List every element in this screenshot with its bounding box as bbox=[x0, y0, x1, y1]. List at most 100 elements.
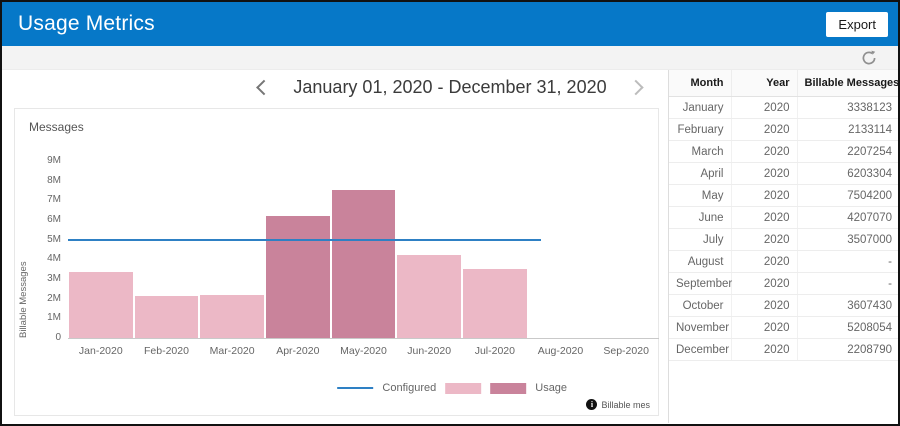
page-title: Usage Metrics bbox=[18, 12, 155, 35]
info-icon: i bbox=[586, 399, 598, 410]
x-tick-label: Feb-2020 bbox=[144, 345, 189, 357]
billable-messages-table-section: Month Year Billable Messages January 2020 33… bbox=[668, 70, 898, 423]
chevron-right-icon[interactable] bbox=[628, 79, 644, 96]
column-header: Year bbox=[731, 70, 798, 97]
y-tick-label: 3M bbox=[47, 273, 61, 284]
table-cell: 2020 bbox=[731, 316, 798, 339]
y-tick-label: 2M bbox=[47, 292, 61, 304]
chart-section: January 01, 2020 - December 31, 2020 Mes… bbox=[2, 70, 668, 423]
table-cell: March bbox=[669, 140, 732, 163]
table-row: November 2020 5208054 bbox=[669, 316, 898, 339]
refresh-icon[interactable] bbox=[860, 49, 878, 67]
table-cell: 2020 bbox=[731, 338, 798, 361]
table-cell: November bbox=[669, 316, 732, 339]
x-tick-label: May-2020 bbox=[340, 345, 387, 357]
export-button[interactable]: Export bbox=[826, 11, 888, 37]
billable-messages-table: Month Year Billable Messages January 2020 33… bbox=[669, 70, 898, 361]
table-cell: 7504200 bbox=[797, 184, 898, 207]
column-header: Billable Messages bbox=[797, 70, 898, 97]
chart-legend: Configured Usage bbox=[337, 382, 567, 394]
usage-light-swatch bbox=[445, 382, 482, 394]
table-row: September 2020- bbox=[669, 272, 898, 295]
table-row: February 2020 2133114 bbox=[669, 118, 898, 141]
x-tick-label: Aug-2020 bbox=[537, 345, 584, 357]
table-cell: 6203304 bbox=[797, 162, 898, 185]
table-cell: 5208054 bbox=[797, 316, 898, 339]
date-range-nav: January 01, 2020 - December 31, 2020 bbox=[256, 77, 644, 98]
table-cell: April bbox=[669, 162, 732, 185]
date-range-label: January 01, 2020 - December 31, 2020 bbox=[293, 77, 607, 97]
table-cell: 2207254 bbox=[797, 140, 898, 163]
table-cell: December bbox=[669, 338, 732, 361]
table-cell: 2020 bbox=[731, 184, 798, 207]
usage-bar[interactable] bbox=[69, 272, 133, 338]
x-tick-label: Apr-2020 bbox=[276, 345, 320, 357]
table-cell: September bbox=[669, 272, 732, 295]
table-cell: 2208790 bbox=[797, 338, 898, 361]
table-row: December 2020 2208790 bbox=[669, 338, 898, 361]
table-cell: - bbox=[797, 250, 898, 273]
y-tick-label: 6M bbox=[47, 214, 61, 225]
table-cell: August bbox=[669, 250, 732, 273]
table-cell: 2020 bbox=[731, 250, 798, 273]
table-cell: July bbox=[669, 228, 732, 251]
table-cell: June bbox=[669, 206, 732, 229]
usage-bar[interactable] bbox=[331, 190, 396, 338]
configured-line-swatch bbox=[337, 387, 374, 389]
x-tick-label: Jun-2020 bbox=[407, 345, 452, 357]
usage-bar[interactable] bbox=[463, 269, 527, 338]
x-axis-line bbox=[68, 338, 659, 339]
chart-title: Messages bbox=[29, 120, 84, 134]
chevron-left-icon[interactable] bbox=[256, 79, 272, 96]
table-cell: 2133114 bbox=[797, 118, 898, 141]
table-cell: 2020 bbox=[731, 272, 798, 295]
y-tick-label: 1M bbox=[47, 312, 61, 324]
table-cell: February bbox=[669, 118, 732, 141]
table-cell: 3607430 bbox=[797, 294, 898, 317]
x-tick-label: Jan-2020 bbox=[78, 345, 123, 357]
table-cell: October bbox=[669, 294, 732, 317]
chart-panel: Messages Billable Messages 0 1M 2M 3M 4M 5M 6M… bbox=[14, 108, 659, 416]
configured-line bbox=[68, 238, 541, 241]
table-header-row: Month Year Billable Messages bbox=[669, 70, 898, 97]
chart-note: i Billable mes bbox=[586, 399, 650, 410]
y-tick-label: 0 bbox=[55, 332, 61, 343]
table-cell: May bbox=[669, 184, 732, 207]
usage-bar[interactable] bbox=[200, 294, 264, 338]
y-tick-label: 7M bbox=[47, 194, 61, 206]
app-header: Usage Metrics Export bbox=[2, 2, 898, 46]
y-tick-label: 8M bbox=[47, 174, 61, 186]
bar-chart: 0 1M 2M 3M 4M 5M 6M 7M 8M 9M Jan-2020 Feb-2020 Mar-2… bbox=[15, 109, 659, 415]
x-tick-label: Mar-2020 bbox=[209, 345, 255, 357]
toolbar bbox=[2, 46, 898, 70]
usage-bar[interactable] bbox=[397, 255, 461, 338]
table-cell: 4207070 bbox=[797, 206, 898, 229]
x-tick-label: Sep-2020 bbox=[603, 345, 649, 357]
usage-bar[interactable] bbox=[134, 296, 199, 338]
table-cell: 2020 bbox=[731, 294, 798, 317]
table-cell: 3507000 bbox=[797, 228, 898, 251]
legend-label-usage: Usage bbox=[535, 382, 568, 394]
legend-label-configured: Configured bbox=[382, 382, 437, 394]
table-cell: January bbox=[669, 96, 732, 119]
y-tick-label: 4M bbox=[47, 253, 61, 265]
table-row: August 2020- bbox=[669, 250, 898, 273]
table-cell: 3338123 bbox=[797, 96, 898, 119]
table-cell: 2020 bbox=[731, 162, 798, 185]
table-cell: - bbox=[797, 272, 898, 295]
table-cell: 2020 bbox=[731, 206, 798, 229]
table-row: July 2020 3507000 bbox=[669, 228, 898, 251]
table-cell: 2020 bbox=[731, 96, 798, 119]
main-content: January 01, 2020 - December 31, 2020 Mes… bbox=[2, 70, 898, 423]
y-tick-label: 9M bbox=[47, 155, 61, 166]
table-row: April 2020 6203304 bbox=[669, 162, 898, 185]
table-row: January 2020 3338123 bbox=[669, 96, 898, 119]
y-tick-label: 5M bbox=[47, 233, 61, 245]
table-cell: 2020 bbox=[731, 228, 798, 251]
table-row: March 2020 2207254 bbox=[669, 140, 898, 163]
table-row: May 2020 7504200 bbox=[669, 184, 898, 207]
table-cell: 2020 bbox=[731, 140, 798, 163]
usage-bar[interactable] bbox=[266, 216, 330, 338]
usage-dark-swatch bbox=[490, 382, 527, 394]
